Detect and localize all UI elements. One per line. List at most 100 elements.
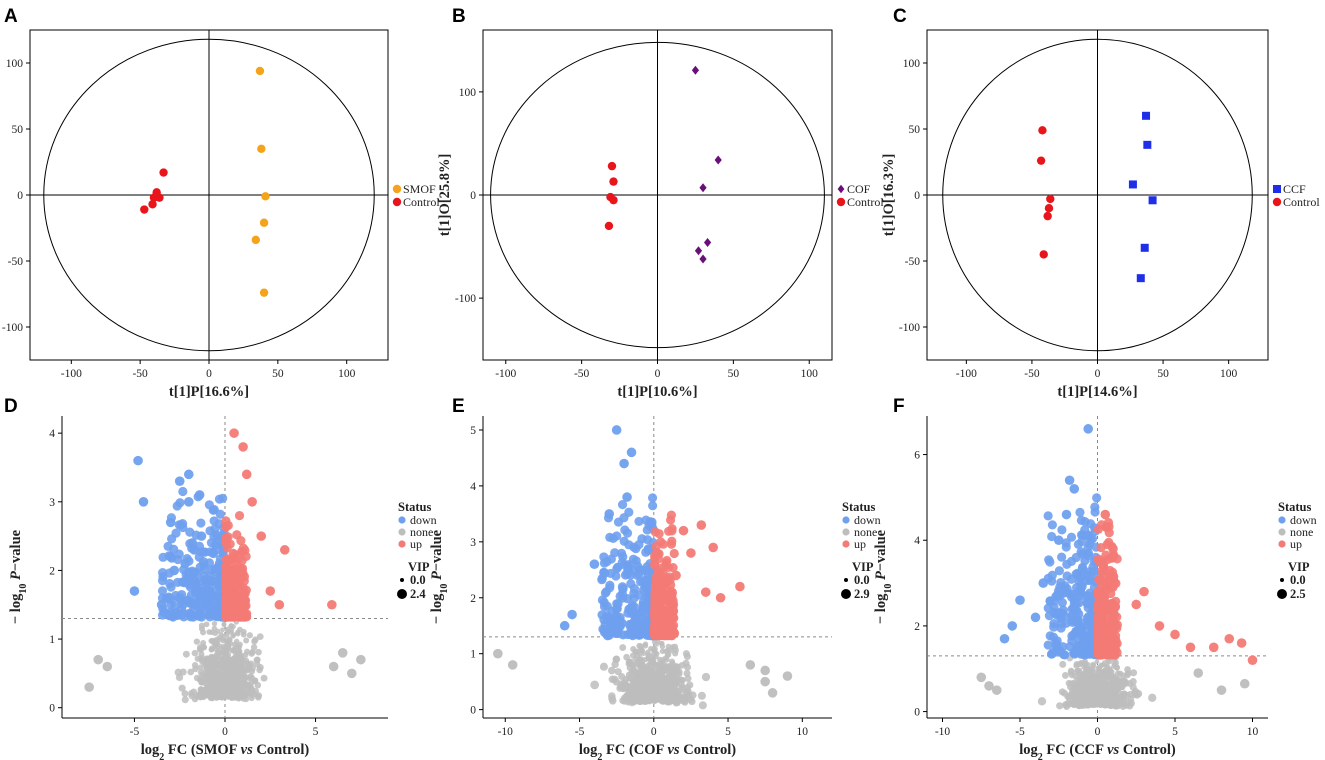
point-down	[642, 582, 652, 593]
point-none	[238, 658, 245, 664]
point-none	[247, 680, 255, 687]
point-down	[157, 586, 168, 596]
point-down	[611, 425, 622, 435]
x-axis-title-part: log	[579, 742, 598, 758]
point-down	[157, 610, 168, 620]
point-up	[1154, 621, 1165, 631]
x-tick-label: -10	[498, 726, 514, 738]
point-none	[246, 632, 253, 639]
point-up	[1097, 596, 1107, 606]
x-tick-label: -5	[575, 726, 585, 738]
point-down	[626, 626, 637, 636]
point-down	[165, 578, 175, 589]
point-down	[1085, 519, 1096, 529]
point-none	[673, 677, 680, 684]
point-up	[671, 570, 681, 581]
point-down	[618, 584, 628, 594]
point-down	[191, 598, 202, 608]
point-down	[129, 586, 140, 596]
point-down	[605, 580, 615, 590]
legend-vip-label: 0.0	[1290, 573, 1306, 587]
point-none	[1089, 668, 1095, 674]
point-up	[1109, 650, 1119, 660]
score-point	[699, 183, 707, 193]
point-up	[666, 510, 677, 520]
point-none	[197, 664, 204, 671]
legend-vip-marker	[1280, 578, 1284, 582]
point-none	[760, 665, 770, 676]
score-point	[609, 177, 618, 186]
point-down	[648, 501, 658, 511]
legend-label: COF	[847, 182, 871, 196]
point-none	[651, 639, 657, 645]
x-tick-label: 0	[1095, 368, 1101, 380]
point-down	[1068, 603, 1078, 613]
point-none	[233, 674, 239, 680]
point-none	[639, 695, 645, 701]
point-up	[1110, 640, 1120, 650]
y-axis-title-part: 10	[18, 584, 29, 594]
legend-status-marker	[1278, 540, 1286, 548]
point-down	[642, 535, 653, 545]
point-none	[218, 657, 224, 663]
x-axis-title-part: Control)	[253, 742, 310, 758]
y-axis-title-part: − log	[873, 593, 889, 624]
point-up	[708, 542, 718, 553]
point-none	[1114, 670, 1122, 677]
x-tick-label: 100	[338, 368, 356, 380]
point-down	[165, 517, 176, 528]
legend-label: SMOF	[403, 182, 436, 196]
point-down	[1087, 533, 1098, 544]
point-none	[675, 670, 683, 678]
point-none	[220, 627, 225, 633]
x-axis-title: t[1]P[16.6%]	[169, 384, 249, 400]
y-tick-label: 0	[49, 703, 55, 715]
point-none	[198, 651, 205, 658]
point-none	[1239, 678, 1250, 689]
point-down	[626, 447, 637, 458]
point-down	[600, 588, 611, 598]
point-none	[240, 631, 247, 638]
y-axis-title-part: − log	[429, 593, 445, 624]
score-point	[1148, 196, 1157, 205]
point-up	[1102, 522, 1112, 533]
point-none	[619, 697, 627, 705]
point-none	[227, 667, 233, 673]
point-none	[1101, 680, 1107, 686]
point-down	[631, 556, 641, 566]
hotelling-ellipse	[490, 41, 825, 349]
point-none	[1103, 686, 1109, 692]
point-none	[214, 654, 220, 660]
point-down	[1059, 584, 1069, 594]
point-none	[201, 644, 208, 651]
point-down	[1081, 635, 1091, 645]
point-down	[1074, 609, 1084, 619]
score-point	[255, 66, 265, 76]
point-down	[1057, 525, 1067, 535]
x-axis-title: t[1]P[10.6%]	[617, 384, 697, 400]
point-up	[1224, 633, 1235, 644]
point-down	[634, 516, 644, 527]
point-none	[683, 652, 691, 661]
point-none	[228, 627, 235, 633]
point-none	[250, 644, 258, 651]
point-up	[1131, 599, 1142, 610]
y-tick-label: -100	[899, 322, 920, 334]
legend-vip-title: VIP	[1288, 560, 1310, 574]
y-tick-label: 0	[914, 707, 920, 719]
y-axis-title: − log10 P−value	[8, 529, 29, 624]
point-down	[644, 520, 654, 531]
point-none	[1193, 668, 1204, 678]
point-none	[1065, 679, 1073, 687]
point-none	[653, 679, 659, 685]
point-none	[1119, 683, 1126, 691]
point-down	[174, 549, 184, 559]
point-none	[207, 684, 214, 690]
point-none	[646, 661, 652, 668]
point-down	[1083, 619, 1093, 629]
point-down	[626, 579, 636, 589]
panel-a: A-100-50050100-100-50050100t[1]P[16.6%]t…	[2, 6, 440, 400]
point-up	[1185, 642, 1196, 653]
point-none	[225, 687, 231, 693]
